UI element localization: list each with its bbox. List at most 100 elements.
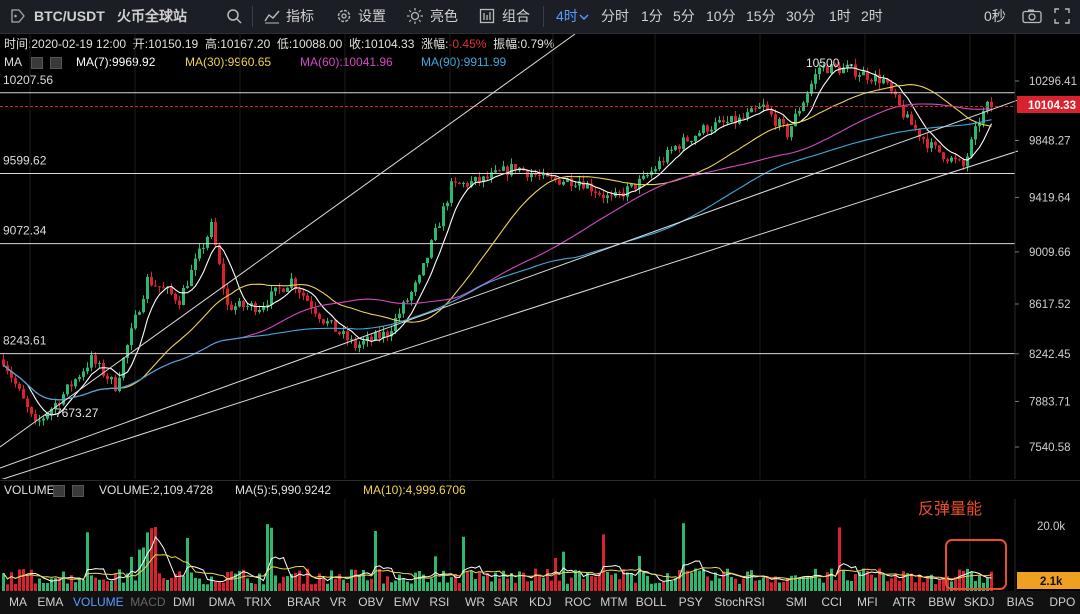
- volume-bar[interactable]: [278, 583, 281, 591]
- volume-bar[interactable]: [534, 568, 537, 591]
- volume-bar[interactable]: [18, 569, 21, 591]
- candle[interactable]: [306, 295, 309, 301]
- candle[interactable]: [402, 301, 405, 314]
- candle[interactable]: [378, 332, 381, 339]
- volume-bar[interactable]: [298, 570, 301, 591]
- candle[interactable]: [310, 300, 313, 308]
- candle[interactable]: [582, 181, 585, 189]
- volume-bar[interactable]: [26, 575, 29, 591]
- volume-bar[interactable]: [410, 583, 413, 591]
- volume-bar[interactable]: [182, 575, 185, 591]
- volume-bar[interactable]: [906, 573, 909, 591]
- volume-bar[interactable]: [730, 577, 733, 591]
- volume-bar[interactable]: [282, 576, 285, 591]
- volume-bar[interactable]: [86, 532, 89, 591]
- indicator-tab-smi[interactable]: SMI: [785, 595, 808, 609]
- candle[interactable]: [594, 191, 597, 194]
- candle[interactable]: [254, 303, 257, 312]
- volume-bar[interactable]: [398, 574, 401, 591]
- volume-bar[interactable]: [966, 568, 969, 591]
- candle[interactable]: [830, 64, 833, 74]
- volume-bar[interactable]: [222, 582, 225, 591]
- volume-bar[interactable]: [774, 576, 777, 591]
- volume-bar[interactable]: [498, 578, 501, 591]
- volume-bar[interactable]: [110, 580, 113, 591]
- candle[interactable]: [662, 161, 665, 163]
- interval-tick[interactable]: 分时: [601, 8, 629, 24]
- volume-bar[interactable]: [342, 579, 345, 591]
- candle[interactable]: [670, 149, 673, 151]
- volume-bar[interactable]: [250, 583, 253, 591]
- volume-bar[interactable]: [34, 583, 37, 591]
- volume-bar[interactable]: [658, 582, 661, 591]
- indicator-tab-ema[interactable]: EMA: [37, 595, 64, 609]
- candle[interactable]: [134, 314, 137, 329]
- volume-bar[interactable]: [454, 573, 457, 591]
- volume-bar[interactable]: [562, 551, 565, 591]
- volume-bar[interactable]: [674, 578, 677, 591]
- candle[interactable]: [450, 181, 453, 203]
- volume-bar[interactable]: [302, 583, 305, 591]
- candle[interactable]: [674, 146, 677, 150]
- indicator-tab-obv[interactable]: OBV: [358, 595, 384, 609]
- volume-bar[interactable]: [238, 570, 241, 591]
- volume-bar[interactable]: [354, 569, 357, 591]
- volume-bar[interactable]: [294, 572, 297, 591]
- volume-bar[interactable]: [954, 577, 957, 591]
- candle[interactable]: [22, 388, 25, 399]
- volume-bar[interactable]: [638, 555, 641, 591]
- volume-bar[interactable]: [390, 582, 393, 591]
- volume-bar[interactable]: [98, 579, 101, 591]
- indicator-tab-rsi[interactable]: RSI: [429, 595, 450, 609]
- candle[interactable]: [514, 164, 517, 171]
- candle[interactable]: [846, 65, 849, 68]
- interval-4h[interactable]: 4时: [556, 8, 578, 24]
- volume-bar[interactable]: [766, 576, 769, 591]
- volume-bar[interactable]: [930, 574, 933, 591]
- candle[interactable]: [574, 185, 577, 187]
- interval-1m[interactable]: 1分: [641, 8, 663, 24]
- volume-bar[interactable]: [758, 580, 761, 591]
- volume-bar[interactable]: [962, 570, 965, 591]
- indicator-tab-dmi[interactable]: DMI: [173, 595, 195, 609]
- candle[interactable]: [686, 137, 689, 142]
- candle[interactable]: [870, 79, 873, 82]
- combo-button[interactable]: 组合: [502, 8, 530, 24]
- volume-bar[interactable]: [254, 583, 257, 591]
- volume-bar[interactable]: [802, 577, 805, 591]
- volume-bar[interactable]: [170, 577, 173, 591]
- candle[interactable]: [658, 161, 661, 170]
- volume-bar[interactable]: [422, 574, 425, 591]
- candle[interactable]: [94, 355, 97, 364]
- candle[interactable]: [722, 120, 725, 123]
- volume-bar[interactable]: [566, 583, 569, 591]
- candle[interactable]: [578, 181, 581, 186]
- volume-bar[interactable]: [2, 573, 5, 591]
- volume-bar[interactable]: [346, 583, 349, 591]
- candle[interactable]: [170, 287, 173, 294]
- volume-bar[interactable]: [146, 532, 149, 591]
- volume-bar[interactable]: [634, 582, 637, 591]
- indicator-tab-stochrsi[interactable]: StochRSI: [714, 595, 765, 609]
- volume-bar[interactable]: [434, 556, 437, 591]
- volume-bar[interactable]: [466, 571, 469, 591]
- candle[interactable]: [938, 145, 941, 153]
- candle[interactable]: [918, 128, 921, 138]
- candle[interactable]: [458, 182, 461, 184]
- volume-bar[interactable]: [158, 573, 161, 591]
- volume-bar[interactable]: [986, 578, 989, 591]
- candle[interactable]: [794, 113, 797, 127]
- volume-bar[interactable]: [594, 576, 597, 591]
- volume-bar[interactable]: [162, 578, 165, 591]
- volume-bar[interactable]: [310, 584, 313, 591]
- candle[interactable]: [490, 172, 493, 179]
- volume-bar[interactable]: [630, 573, 633, 591]
- candle[interactable]: [26, 398, 29, 408]
- volume-bar[interactable]: [742, 578, 745, 591]
- indicator-tab-brar[interactable]: BRAR: [287, 595, 321, 609]
- candle[interactable]: [466, 182, 469, 187]
- volume-bar[interactable]: [714, 572, 717, 591]
- volume-bar[interactable]: [78, 577, 81, 591]
- candle[interactable]: [742, 117, 745, 119]
- candle[interactable]: [678, 146, 681, 149]
